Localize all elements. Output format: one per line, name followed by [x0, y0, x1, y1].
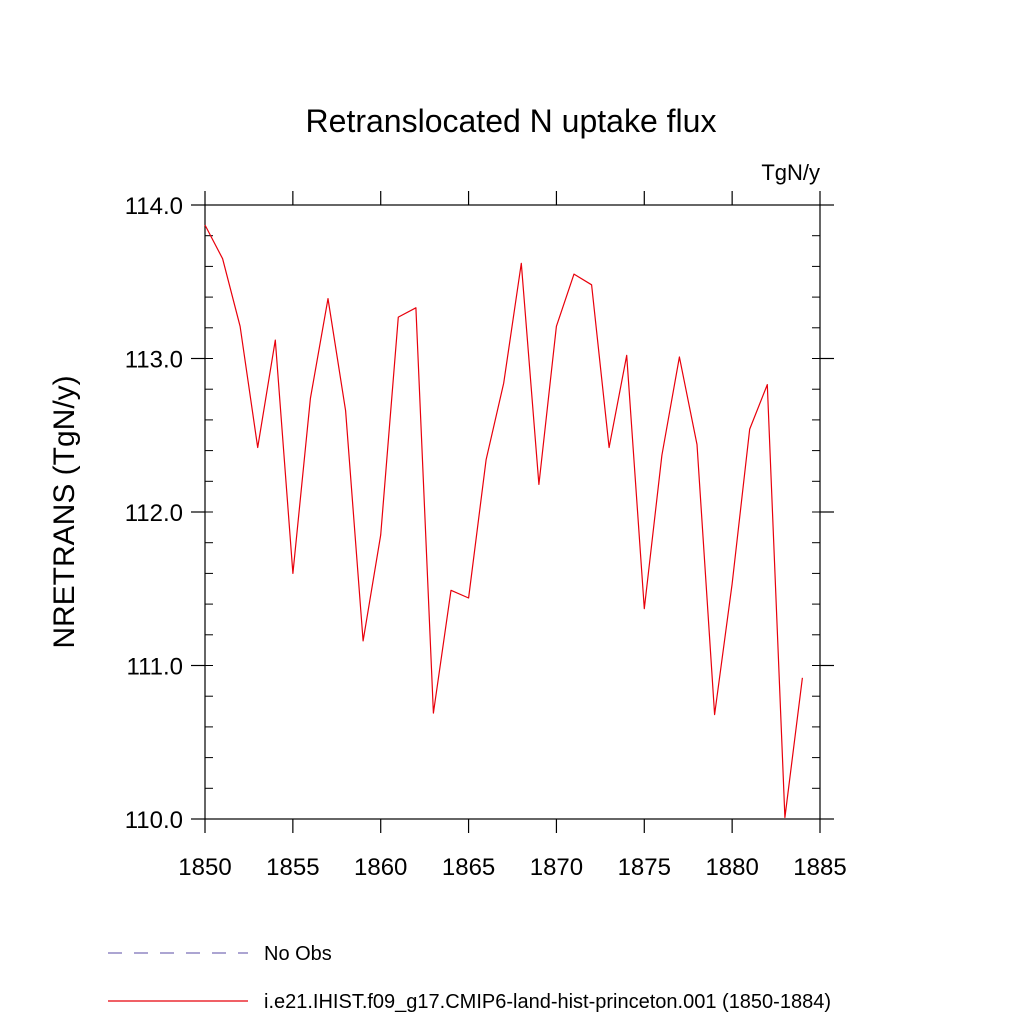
x-tick-label: 1870: [530, 854, 583, 881]
y-tick-label: 114.0: [125, 193, 183, 220]
legend-label: i.e21.IHIST.f09_g17.CMIP6-land-hist-prin…: [264, 991, 831, 1013]
y-tick-label: 112.0: [125, 500, 183, 527]
y-axis-ticks: 110.0 111.0 112.0 113.0 114.0: [125, 193, 834, 834]
series-line: [204, 224, 803, 819]
y-tick-label: 111.0: [127, 654, 184, 681]
plot-frame: [204, 204, 821, 820]
minor-ticks: [205, 204, 820, 820]
legend-label: No Obs: [264, 943, 332, 965]
legend: No Obs i.e21.IHIST.f09_g17.CMIP6-land-his…: [108, 943, 831, 1013]
y-axis-label: NRETRANS (TgN/y): [48, 375, 81, 648]
x-tick-label: 1860: [354, 854, 407, 881]
x-tick-label: 1855: [266, 854, 319, 881]
y-tick-label: 113.0: [125, 347, 183, 374]
units-label: TgN/y: [761, 160, 820, 185]
series-layer: [204, 224, 803, 819]
y-tick-label: 110.0: [125, 807, 183, 834]
chart-title: Retranslocated N uptake flux: [306, 103, 717, 139]
x-tick-label: 1880: [705, 854, 758, 881]
x-tick-label: 1875: [618, 854, 671, 881]
x-axis-ticks: 1850 1855 1860 1865 1870 1875 1880 1885: [178, 191, 847, 881]
x-tick-label: 1850: [178, 854, 231, 881]
x-tick-label: 1865: [442, 854, 495, 881]
x-tick-label: 1885: [793, 854, 846, 881]
